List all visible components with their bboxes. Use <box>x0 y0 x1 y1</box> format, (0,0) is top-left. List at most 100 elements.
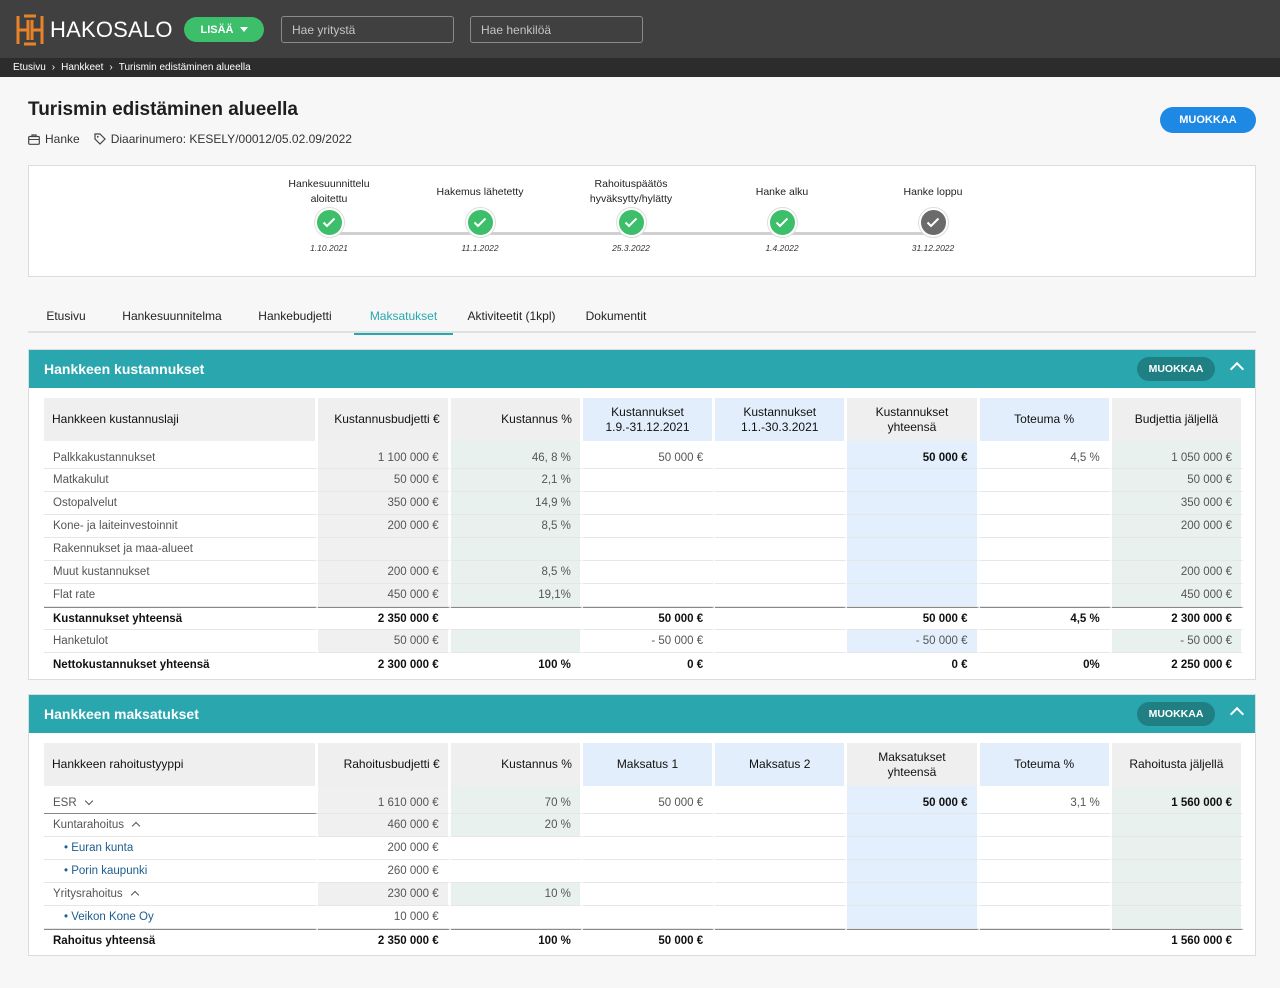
timeline-step-label: Hakemus lähetetty <box>436 185 524 198</box>
tab-maksatukset[interactable]: Maksatukset <box>354 298 453 335</box>
chevron-down-icon[interactable] <box>84 796 93 805</box>
timeline-step-date: 1.10.2021 <box>310 243 348 253</box>
column-header: Rahoitusta jäljellä <box>1111 743 1244 786</box>
table-header-row: Hankkeen rahoitustyyppi Rahoitusbudjetti … <box>44 743 1244 786</box>
table-cell: 260 000 € <box>318 860 451 883</box>
chevron-up-icon[interactable] <box>131 821 141 831</box>
tab-etusivu[interactable]: Etusivu <box>46 308 86 323</box>
cell-text: 1 100 000 € <box>377 451 439 464</box>
table-cell <box>715 607 848 630</box>
table-cell <box>582 883 716 906</box>
person-search-input[interactable] <box>470 16 643 43</box>
table-cell: 1 560 000 € <box>1111 929 1244 952</box>
costs-section-title: Hankkeen kustannukset <box>44 361 205 377</box>
payments-section-title: Hankkeen maksatukset <box>44 706 199 722</box>
row-label[interactable]: • Euran kunta <box>44 837 319 860</box>
table-cell <box>582 860 716 883</box>
breadcrumb-home[interactable]: Etusivu <box>13 62 46 73</box>
table-cell: 50 000 € <box>582 441 716 469</box>
table-cell: 20 % <box>450 814 583 837</box>
table-row: Muut kustannukset 200 000 € 8,5 % 200 000 € <box>44 561 1244 584</box>
table-cell <box>979 515 1112 538</box>
cell-text: 10 % <box>544 888 571 900</box>
add-button[interactable]: LISÄÄ <box>184 17 264 42</box>
cell-text: 70 % <box>544 796 571 809</box>
column-header: Hankkeen kustannuslaji <box>44 398 319 441</box>
table-cell <box>847 814 980 837</box>
table-cell: 1 100 000 € <box>318 441 451 469</box>
table-cell: 1 610 000 € <box>318 786 451 814</box>
costs-table: Hankkeen kustannuslaji Kustannusbudjetti … <box>44 398 1244 676</box>
payments-section-header: Hankkeen maksatukset MUOKKAA <box>29 695 1255 733</box>
cell-text: 200 000 € <box>1180 566 1232 578</box>
timeline-step-label: Hankesuunnittelu aloitettu <box>288 178 370 205</box>
table-cell <box>847 906 980 929</box>
cell-text: 100 % <box>538 658 571 671</box>
table-cell <box>979 837 1112 860</box>
table-cell: 10 000 € <box>318 906 451 929</box>
table-cell <box>979 492 1112 515</box>
tab-hankebudjetti[interactable]: Hankebudjetti <box>258 308 332 323</box>
cell-text: Kone- ja laiteinvestoinnit <box>53 520 178 532</box>
tag-icon <box>94 133 106 145</box>
column-header: Hankkeen rahoitustyyppi <box>44 743 319 786</box>
table-cell: 8,5 % <box>450 515 583 538</box>
collapse-costs-icon[interactable] <box>1229 361 1245 377</box>
table-cell: 50 000 € <box>847 607 980 630</box>
table-cell <box>979 860 1112 883</box>
cell-text: 2,1 % <box>541 474 571 486</box>
table-row: Kone- ja laiteinvestoinnit 200 000 € 8,5 %… <box>44 515 1244 538</box>
cell-text: 8,5 % <box>541 566 571 578</box>
table-cell <box>715 860 848 883</box>
cell-text: 200 000 € <box>387 842 439 854</box>
chevron-up-icon[interactable] <box>130 890 139 900</box>
cell-text: 460 000 € <box>387 819 439 831</box>
tab-aktiviteetit[interactable]: Aktiviteetit (1kpl) <box>467 308 556 323</box>
table-cell: 4,5 % <box>979 441 1112 469</box>
table-cell: 2,1 % <box>450 469 583 492</box>
row-label[interactable]: • Porin kaupunki <box>44 860 319 883</box>
column-header: Maksatus 2 <box>715 743 848 786</box>
check-icon <box>616 208 646 237</box>
table-cell <box>847 561 980 584</box>
table-row: Rakennukset ja maa-alueet <box>44 538 1244 561</box>
diary-number: Diaarinumero: KESELY/00012/05.02.09/2022 <box>94 132 352 146</box>
tab-dokumentit[interactable]: Dokumentit <box>585 308 647 323</box>
table-cell <box>450 538 583 561</box>
check-icon <box>314 208 344 237</box>
cell-text: Rahoitus yhteensä <box>53 935 156 947</box>
cell-text: 1 560 000 € <box>1171 935 1232 947</box>
row-label: Matkakulut <box>44 469 319 492</box>
cell-text: - 50 000 € <box>1180 635 1232 647</box>
cell-text: Flat rate <box>53 589 96 601</box>
logo[interactable]: HAKOSALO <box>14 14 173 46</box>
edit-project-button[interactable]: MUOKKAA <box>1160 107 1256 133</box>
table-cell: - 50 000 € <box>1111 630 1244 653</box>
tab-hankesuunnitelma[interactable]: Hankesuunnitelma <box>122 308 222 323</box>
cell-text: Rakennukset ja maa-alueet <box>53 543 193 555</box>
table-cell: 8,5 % <box>450 561 583 584</box>
table-cell <box>847 469 980 492</box>
column-header: Kustannus % <box>450 743 583 786</box>
edit-costs-button[interactable]: MUOKKAA <box>1137 357 1215 381</box>
collapse-payments-icon[interactable] <box>1229 706 1245 722</box>
table-cell <box>715 492 848 515</box>
table-cell <box>715 630 848 653</box>
cell-text: 50 000 € <box>922 451 968 464</box>
project-type: Hanke <box>28 132 80 146</box>
row-label: Kone- ja laiteinvestoinnit <box>44 515 319 538</box>
table-cell <box>847 584 980 607</box>
column-header: Kustannukset yhteensä <box>847 398 980 441</box>
table-cell: 46, 8 % <box>450 441 583 469</box>
company-search-input[interactable] <box>281 16 454 43</box>
table-row: ESR 1 610 000 € 70 % 50 000 € 50 000 € 3,1 % 1… <box>44 786 1244 814</box>
table-cell: 2 350 000 € <box>318 929 451 952</box>
breadcrumb-projects[interactable]: Hankkeet <box>61 62 104 73</box>
cell-text: 450 000 € <box>387 589 439 601</box>
edit-payments-button[interactable]: MUOKKAA <box>1137 702 1215 726</box>
table-cell: 200 000 € <box>318 837 451 860</box>
timeline-step-label: Hanke alku <box>755 185 809 198</box>
table-cell: 0% <box>980 653 1112 676</box>
row-label[interactable]: • Veikon Kone Oy <box>44 906 319 929</box>
table-cell: 1 050 000 € <box>1111 441 1244 469</box>
